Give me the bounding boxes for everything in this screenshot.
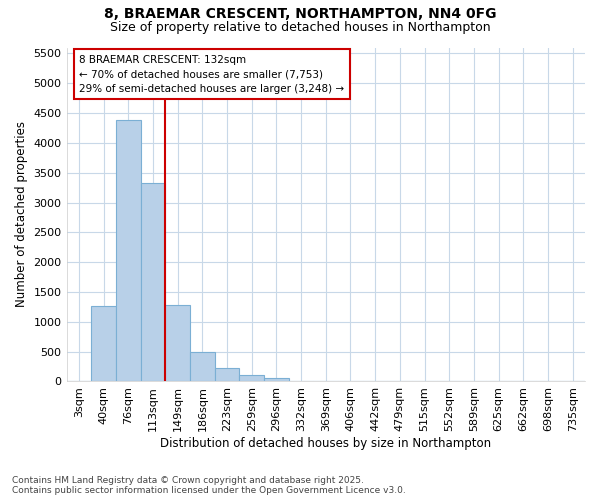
Bar [264,378,289,382]
Y-axis label: Number of detached properties: Number of detached properties [15,122,28,308]
X-axis label: Distribution of detached houses by size in Northampton: Distribution of detached houses by size … [160,437,491,450]
Text: Contains HM Land Registry data © Crown copyright and database right 2025.
Contai: Contains HM Land Registry data © Crown c… [12,476,406,495]
Bar [165,305,190,382]
Bar [116,120,140,382]
Bar [140,183,165,382]
Text: 8, BRAEMAR CRESCENT, NORTHAMPTON, NN4 0FG: 8, BRAEMAR CRESCENT, NORTHAMPTON, NN4 0F… [104,8,496,22]
Text: 8 BRAEMAR CRESCENT: 132sqm
← 70% of detached houses are smaller (7,753)
29% of s: 8 BRAEMAR CRESCENT: 132sqm ← 70% of deta… [79,54,344,94]
Text: Size of property relative to detached houses in Northampton: Size of property relative to detached ho… [110,21,490,34]
Bar [215,368,239,382]
Bar [91,306,116,382]
Bar [190,352,215,382]
Bar [239,376,264,382]
